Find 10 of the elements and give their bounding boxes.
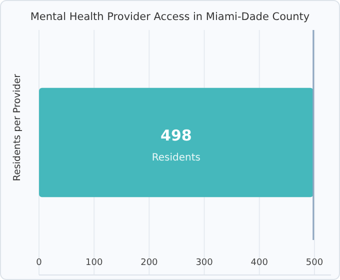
annotation: Residents <box>152 152 200 164</box>
x-tick-label: 400 <box>250 258 268 268</box>
x-tick-label: 300 <box>196 258 214 268</box>
y-axis-title: Residents per Provider <box>12 74 23 182</box>
x-tick-label: 500 <box>306 258 324 268</box>
chart-title: Mental Health Provider Access in Miami-Dade County <box>30 11 310 23</box>
x-tick-label: 100 <box>86 258 103 268</box>
x-tick-label: 200 <box>140 258 158 268</box>
x-tick-label: 0 <box>36 258 42 268</box>
data-label: 498 <box>160 126 192 144</box>
